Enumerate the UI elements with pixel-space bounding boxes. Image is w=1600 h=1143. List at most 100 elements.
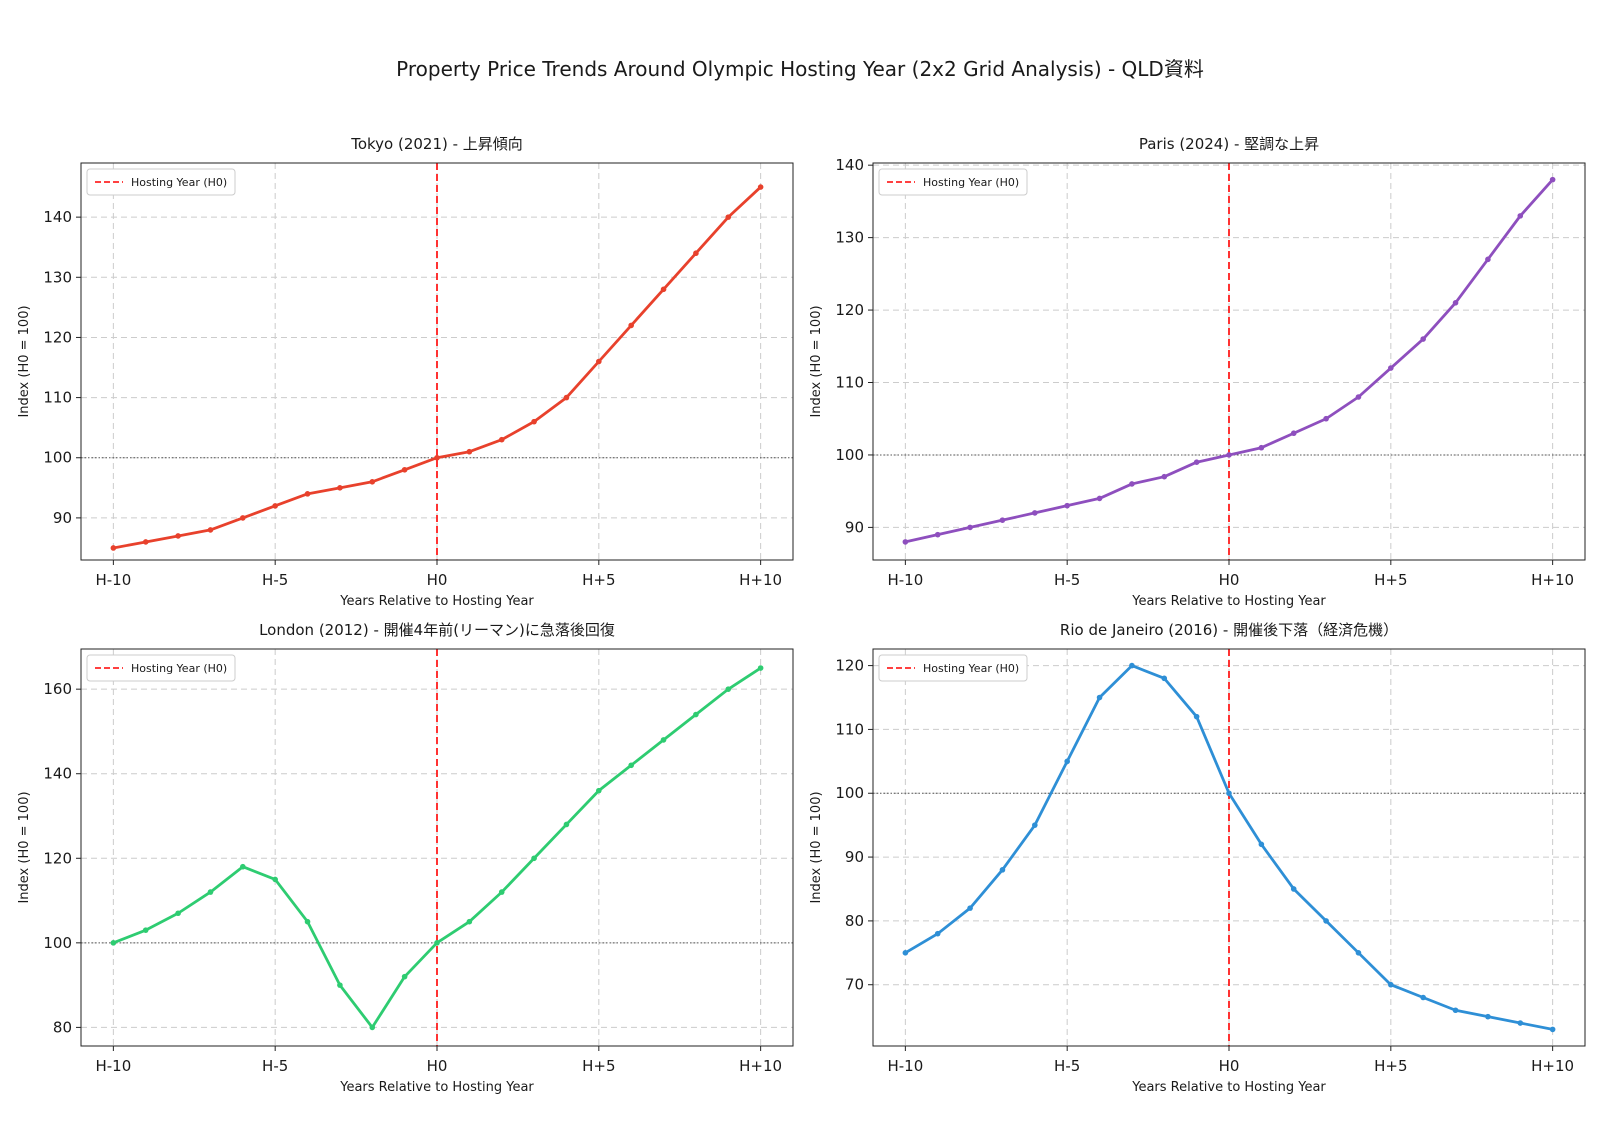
y-tick-label: 110: [43, 389, 72, 407]
data-point: [967, 524, 973, 531]
data-point: [498, 889, 505, 895]
data-point: [531, 855, 537, 862]
data-point: [1064, 758, 1070, 765]
x-axis-label: Years Relative to Hosting Year: [1131, 1080, 1326, 1095]
data-point: [1517, 213, 1524, 219]
y-axis-label: Index (H0 = 100): [809, 305, 824, 417]
data-point: [1129, 481, 1135, 487]
data-point: [1032, 510, 1038, 516]
legend: Hosting Year (H0): [878, 654, 1028, 682]
data-point: [240, 863, 246, 870]
y-tick-label: 110: [835, 720, 864, 738]
data-point: [1193, 713, 1200, 720]
x-tick-label: H+10: [1531, 571, 1574, 589]
data-point: [272, 876, 278, 883]
data-point: [434, 940, 440, 946]
x-tick-label: H+5: [582, 571, 615, 589]
data-point: [1161, 675, 1168, 682]
data-point: [999, 517, 1006, 523]
data-point: [757, 184, 764, 190]
data-point: [1290, 430, 1297, 437]
x-tick-label: H0: [1219, 1057, 1240, 1075]
data-point: [207, 889, 214, 895]
y-tick-label: 110: [835, 374, 864, 392]
data-point: [1452, 1007, 1459, 1014]
y-tick-label: 90: [845, 848, 864, 866]
data-point: [401, 466, 408, 473]
x-axis-label: Years Relative to Hosting Year: [339, 594, 534, 609]
data-point: [1096, 694, 1103, 701]
data-point: [757, 665, 764, 671]
chart-panel-tokyo: H-10 H-5 H0 H+5 H+10 90 100 110 120 130 140 Tokyo (…: [17, 135, 794, 609]
data-point: [498, 436, 505, 443]
data-point: [1258, 444, 1265, 451]
y-tick-label: 100: [43, 449, 72, 467]
x-tick-label: H0: [1219, 571, 1240, 589]
x-tick-label: H-10: [95, 571, 131, 589]
data-point: [693, 250, 699, 257]
y-tick-label: 140: [43, 208, 72, 226]
legend: Hosting Year (H0): [86, 654, 236, 682]
x-tick-label: H-10: [887, 1057, 923, 1075]
legend-label: Hosting Year (H0): [923, 176, 1019, 189]
data-point: [401, 973, 408, 980]
chart-panel-paris: H-10 H-5 H0 H+5 H+10 90 100 110 120 130 140 Paris (…: [809, 135, 1586, 609]
data-point: [1485, 256, 1491, 263]
data-point: [1161, 473, 1168, 480]
data-point: [628, 322, 634, 329]
data-point: [1226, 452, 1232, 458]
x-tick-label: H+10: [1531, 1057, 1574, 1075]
data-point: [596, 787, 602, 794]
y-tick-label: 120: [835, 301, 864, 319]
data-point: [563, 821, 570, 828]
x-tick-label: H+5: [1374, 1057, 1407, 1075]
legend-label: Hosting Year (H0): [923, 662, 1019, 675]
data-point: [175, 910, 181, 917]
data-point: [1323, 918, 1329, 924]
y-tick-label: 120: [43, 849, 72, 867]
data-point: [934, 930, 941, 937]
data-point: [207, 527, 214, 533]
y-tick-label: 120: [43, 328, 72, 346]
data-point: [434, 454, 440, 461]
x-tick-label: H+5: [582, 1057, 615, 1075]
legend-box: [86, 654, 236, 682]
x-tick-label: H0: [427, 571, 448, 589]
x-tick-label: H-5: [262, 1057, 288, 1075]
data-point: [902, 539, 909, 545]
data-point: [902, 950, 909, 956]
y-tick-label: 70: [845, 976, 864, 994]
data-point: [369, 1024, 376, 1031]
data-point: [999, 867, 1006, 873]
x-axis-label: Years Relative to Hosting Year: [1131, 594, 1326, 609]
data-point: [1193, 459, 1200, 465]
data-point: [1258, 841, 1265, 848]
legend: Hosting Year (H0): [878, 168, 1028, 196]
y-tick-label: 80: [845, 912, 864, 930]
data-point: [1355, 394, 1362, 400]
y-tick-label: 120: [835, 657, 864, 675]
y-tick-label: 140: [835, 156, 864, 174]
data-point: [1517, 1020, 1524, 1026]
x-tick-label: H+5: [1374, 571, 1407, 589]
y-tick-label: 100: [835, 446, 864, 464]
legend-box: [86, 168, 236, 196]
legend-label: Hosting Year (H0): [131, 176, 227, 189]
y-axis-label: Index (H0 = 100): [17, 305, 32, 417]
data-point: [1485, 1013, 1491, 1020]
data-point: [142, 539, 149, 545]
data-point: [725, 686, 732, 692]
data-point: [1420, 336, 1426, 342]
data-point: [725, 214, 732, 220]
data-point: [1096, 495, 1103, 502]
data-point: [1129, 662, 1135, 669]
data-point: [1290, 886, 1297, 892]
data-point: [337, 982, 343, 988]
data-point: [304, 918, 311, 925]
y-tick-label: 140: [43, 765, 72, 783]
data-point: [142, 927, 149, 933]
data-point: [1355, 950, 1362, 956]
data-point: [1032, 822, 1038, 828]
